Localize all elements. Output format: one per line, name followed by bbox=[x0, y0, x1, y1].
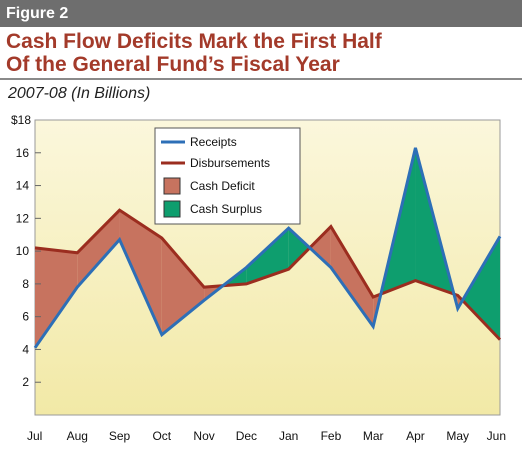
cash-flow-fill-segment bbox=[462, 236, 500, 340]
y-axis: 2 4 6 8 10 12 14 16 $18 bbox=[11, 113, 41, 389]
y-tick-label: 2 bbox=[22, 375, 29, 389]
legend-cash-surplus-swatch bbox=[163, 200, 181, 218]
x-tick-label: Mar bbox=[363, 429, 384, 443]
x-axis: Jul Aug Sep Oct Nov Dec Jan Feb Mar Apr May Jun bbox=[27, 429, 506, 443]
cash-flow-fill-segment bbox=[309, 226, 331, 268]
chart-title-line-2: Of the General Fund’s Fiscal Year bbox=[6, 53, 340, 76]
cash-flow-fill-segment bbox=[35, 247, 78, 348]
cash-flow-fill-segment bbox=[330, 226, 374, 327]
y-tick-label: 6 bbox=[22, 310, 29, 324]
y-tick-label: 8 bbox=[22, 277, 29, 291]
x-tick-label: Jul bbox=[27, 429, 42, 443]
x-tick-label: Oct bbox=[152, 429, 171, 443]
y-tick-label: 12 bbox=[16, 211, 30, 225]
cash-flow-chart: 2 4 6 8 10 12 14 16 $18 Jul Aug Sep Oct Nov Dec Jan Feb… bbox=[11, 113, 506, 443]
cash-flow-fill-segment bbox=[161, 238, 205, 335]
y-tick-label: 4 bbox=[22, 342, 29, 356]
legend-cash-surplus-label: Cash Surplus bbox=[190, 202, 262, 216]
x-tick-label: Jan bbox=[279, 429, 298, 443]
cash-flow-fill-segment bbox=[288, 228, 310, 270]
x-tick-label: May bbox=[446, 429, 469, 443]
y-tick-label: 10 bbox=[16, 244, 30, 258]
figure-header-bar: Figure 2 bbox=[0, 0, 522, 27]
legend-receipts-label: Receipts bbox=[190, 135, 237, 149]
y-tick-label: $18 bbox=[11, 113, 31, 127]
figure-label: Figure 2 bbox=[6, 5, 69, 22]
legend: Receipts Disbursements Cash Deficit Cash… bbox=[154, 127, 301, 225]
x-tick-label: Jun bbox=[487, 429, 506, 443]
chart-subtitle: 2007-08 (In Billions) bbox=[8, 85, 151, 102]
disbursements-line bbox=[34, 208, 502, 341]
legend-cash-deficit-swatch bbox=[163, 177, 181, 195]
series-lines bbox=[33, 147, 502, 349]
x-tick-label: Aug bbox=[67, 429, 88, 443]
cash-flow-fill-segment bbox=[119, 210, 162, 335]
cash-flow-fill-segment bbox=[77, 210, 120, 288]
x-tick-label: Dec bbox=[236, 429, 257, 443]
title-divider bbox=[0, 78, 522, 80]
legend-cash-deficit-label: Cash Deficit bbox=[190, 179, 255, 193]
y-tick-label: 16 bbox=[16, 146, 30, 160]
cash-flow-fill-segment bbox=[246, 228, 289, 284]
x-tick-label: Sep bbox=[109, 429, 131, 443]
x-tick-label: Feb bbox=[321, 429, 342, 443]
chart-title-line-1: Cash Flow Deficits Mark the First Half bbox=[6, 30, 382, 53]
x-tick-label: Apr bbox=[406, 429, 425, 443]
y-tick-label: 14 bbox=[16, 179, 30, 193]
x-tick-label: Nov bbox=[193, 429, 214, 443]
chart-title: Cash Flow Deficits Mark the First Half O… bbox=[6, 30, 382, 76]
receipts-line bbox=[33, 147, 502, 349]
legend-disbursements-label: Disbursements bbox=[190, 156, 270, 170]
